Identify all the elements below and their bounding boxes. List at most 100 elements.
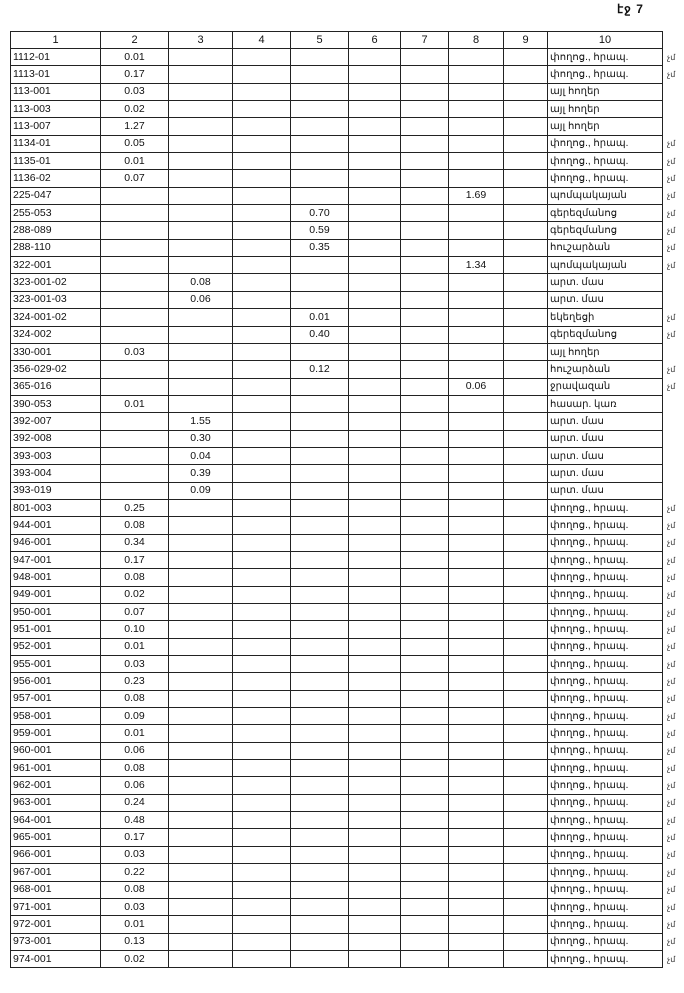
area-cell-col2: 0.25 [100,498,169,518]
margin-note [663,343,683,360]
parcel-code-cell: 324-001-02 [10,308,101,327]
table-row: 951-001 0.10 փողոց., հրապ. չմ [10,620,683,639]
parcel-code-cell: 392-007 [10,412,101,431]
parcel-code-cell: 944-001 [10,516,101,535]
parcel-code-cell: 324-002 [10,325,101,344]
area-cell-col5 [290,863,349,882]
area-cell-col5 [290,169,349,188]
area-cell-col8: 1.69 [448,186,504,206]
area-cell-col4 [232,724,291,743]
land-use-cell: փողոց., հրապ. [547,620,663,639]
area-cell-col8: 1.34 [448,256,504,275]
area-cell-col2: 0.01 [100,724,169,743]
area-cell-col6 [348,776,401,795]
parcel-code-cell: 393-003 [10,446,101,466]
area-cell-col4 [232,82,291,102]
area-cell-col7 [400,811,449,830]
area-cell-col9 [503,152,548,171]
table-row: 952-001 0.01 փողոց., հրապ. չմ [10,637,683,657]
area-cell-col4 [232,828,291,847]
area-cell-col8 [448,845,504,865]
area-cell-col7 [400,828,449,847]
table-row: 393-003 0.04 արտ. մաս [10,446,683,466]
parcel-code-cell: 1135-01 [10,152,101,171]
area-cell-col9 [503,776,548,795]
area-cell-col4 [232,221,291,240]
parcel-code-cell: 957-001 [10,689,101,709]
margin-note: չմ [667,607,676,617]
area-cell-col3 [168,394,233,414]
area-cell-col6 [348,845,401,865]
area-cell-col4 [232,256,291,275]
parcel-code-cell: 959-001 [10,724,101,743]
area-cell-col8 [448,776,504,795]
area-cell-col5 [290,776,349,795]
margin-note: չմ [667,937,676,947]
area-cell-col5 [290,655,349,674]
area-cell-col7 [400,360,449,379]
area-cell-col8 [448,602,504,622]
area-cell-col2: 0.01 [100,637,169,657]
area-cell-col7 [400,412,449,431]
area-cell-col2 [100,412,169,431]
area-cell-col6 [348,273,401,292]
parcel-code-cell: 390-053 [10,394,101,414]
area-cell-col5 [290,377,349,396]
area-cell-col4 [232,464,291,483]
parcel-code-cell: 967-001 [10,863,101,882]
land-use-cell: այլ հողեր [547,100,663,119]
area-cell-col8 [448,273,504,292]
table-row: 949-001 0.02 փողոց., հրապ. չմ [10,585,683,605]
margin-note: չմ [667,139,676,149]
area-cell-col7 [400,325,449,344]
land-use-cell: փողոց., հրապ. [547,759,663,778]
area-cell-col2: 0.03 [100,897,169,917]
table-row: 225-047 1.69 պոմպակայան չմ [10,186,683,206]
column-header-10: 10 [547,31,663,49]
area-cell-col5 [290,897,349,917]
area-cell-col5 [290,672,349,691]
land-use-cell: արտ. մաս [547,429,663,448]
area-cell-col7 [400,204,449,223]
table-row: 255-053 0.70 գերեզմանոց չմ [10,204,683,223]
table-row: 1136-02 0.07 փողոց., հրապ. չմ [10,169,683,188]
area-cell-col3: 0.09 [168,481,233,500]
table-row: 961-001 0.08 փողոց., հրապ. չմ [10,759,683,778]
area-cell-col9 [503,446,548,466]
page-number: էջ 7 [617,2,644,16]
area-cell-col7 [400,256,449,275]
area-cell-col2: 0.01 [100,915,169,934]
area-cell-col3 [168,550,233,570]
area-cell-col2: 0.23 [100,672,169,691]
margin-note: չմ [667,364,676,374]
area-cell-col9 [503,516,548,535]
area-cell-col4 [232,655,291,674]
area-cell-col3 [168,342,233,362]
area-cell-col2: 0.01 [100,394,169,414]
land-use-cell: եկեղեցի [547,308,663,327]
area-cell-col7 [400,689,449,709]
area-cell-col6 [348,360,401,379]
area-cell-col3 [168,377,233,396]
area-cell-col7 [400,82,449,102]
area-cell-col3 [168,811,233,830]
area-cell-col6 [348,724,401,743]
area-cell-col7 [400,880,449,899]
area-cell-col3 [168,915,233,934]
area-cell-col5 [290,446,349,466]
area-cell-col9 [503,707,548,726]
area-cell-col5 [290,273,349,292]
area-cell-col3: 0.08 [168,273,233,292]
area-cell-col8 [448,308,504,327]
land-use-cell: փողոց., հրապ. [547,672,663,691]
table-row: 324-001-02 0.01 եկեղեցի չմ [10,308,683,327]
area-cell-col9 [503,377,548,396]
margin-note: չմ [667,312,676,322]
area-cell-col9 [503,273,548,292]
area-cell-col7 [400,932,449,951]
area-cell-col8 [448,100,504,119]
area-cell-col6 [348,256,401,275]
land-use-cell: փողոց., հրապ. [547,811,663,830]
area-cell-col3 [168,100,233,119]
area-cell-col4 [232,516,291,535]
